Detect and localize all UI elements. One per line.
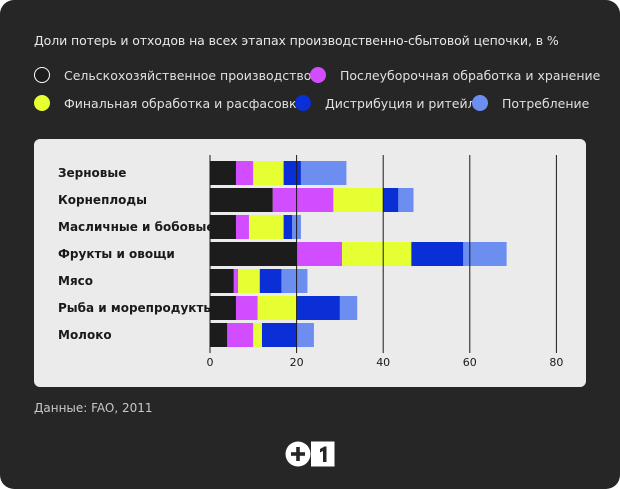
legend-swatch — [472, 95, 488, 111]
bar-segment — [257, 296, 297, 320]
bar-segment — [210, 242, 297, 266]
bar-segment — [248, 215, 284, 239]
bar-segment — [210, 188, 273, 212]
x-tick-label: 0 — [207, 356, 214, 369]
bar-segment — [281, 269, 308, 293]
category-label: Молоко — [58, 328, 112, 342]
x-tick-label: 40 — [376, 356, 390, 369]
category-label: Рыба и морепродукты — [58, 301, 214, 315]
bar-segment — [210, 215, 236, 239]
bar-segment — [300, 161, 347, 185]
bar-segment — [259, 269, 282, 293]
legend-label: Потребление — [502, 95, 590, 111]
bar-segment — [210, 323, 228, 347]
bar-chart: Зерновые Корнеплоды Масличные и бобовые Фру… — [58, 155, 563, 369]
legend-swatch — [295, 95, 311, 111]
bar-segment — [463, 242, 507, 266]
chart-title: Доли потерь и отходов на всех этапах про… — [34, 33, 559, 48]
source-note: Данные: FAO, 2011 — [34, 401, 153, 415]
bar-segment — [235, 296, 258, 320]
category-label: Мясо — [58, 274, 93, 288]
legend-label: Сельскохозяйственное производство — [64, 67, 312, 83]
bar-segment — [283, 215, 293, 239]
legend-label: Послеуборочная обработка и хранение — [340, 67, 601, 83]
legend-item-postharvest: Послеуборочная обработка и хранение — [310, 67, 600, 83]
legend-item-distribution: Дистрибуция и ритейл — [295, 95, 476, 111]
bar-segment — [235, 215, 249, 239]
bar-segment — [253, 161, 284, 185]
bar-segment — [296, 242, 343, 266]
category-label: Корнеплоды — [58, 193, 147, 207]
bar-segment — [398, 188, 414, 212]
bar-segment — [296, 323, 314, 347]
bar-segment — [383, 188, 399, 212]
bar-segment — [253, 323, 262, 347]
bar-segment — [210, 296, 236, 320]
legend-swatch — [34, 67, 50, 83]
bar-segment — [227, 323, 254, 347]
x-tick-label: 60 — [463, 356, 477, 369]
bar-segment — [333, 188, 384, 212]
legend-item-processing: Финальная обработка и расфасовка — [34, 95, 304, 111]
legend-swatch — [310, 67, 326, 83]
legend-label: Финальная обработка и расфасовка — [64, 95, 305, 111]
bar-segment — [210, 161, 236, 185]
bar-segment — [238, 269, 260, 293]
category-label: Масличные и бобовые — [58, 220, 214, 234]
bar-segment — [342, 242, 412, 266]
legend-item-agriculture: Сельскохозяйственное производство — [34, 67, 311, 83]
bar-segment — [339, 296, 358, 320]
bar-segment — [210, 269, 234, 293]
bar-segment — [272, 188, 334, 212]
chart-panel: Зерновые Корнеплоды Масличные и бобовые Фру… — [34, 139, 586, 387]
category-label: Фрукты и овощи — [58, 247, 175, 261]
x-tick-label: 80 — [549, 356, 563, 369]
legend-item-consumption: Потребление — [472, 95, 589, 111]
bar-segment — [233, 269, 239, 293]
bar-segment — [235, 161, 254, 185]
plus-one-logo — [285, 441, 335, 467]
category-label: Зерновые — [58, 166, 126, 180]
legend-swatch — [34, 95, 50, 111]
legend-label: Дистрибуция и ритейл — [325, 95, 476, 111]
x-tick-label: 20 — [290, 356, 304, 369]
bar-segment — [283, 161, 301, 185]
bar-segment — [411, 242, 464, 266]
bar-segment — [296, 296, 340, 320]
bar-segment — [261, 323, 297, 347]
